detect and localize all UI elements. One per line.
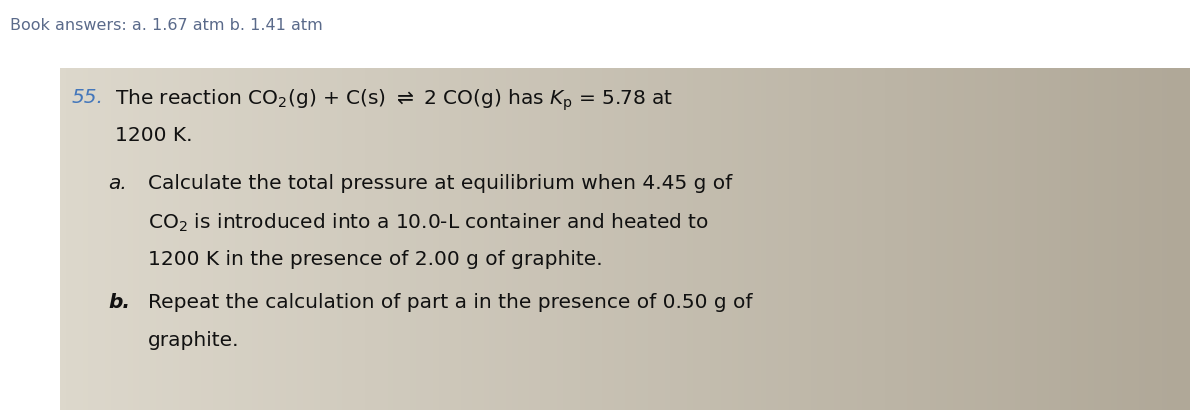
Text: graphite.: graphite. — [148, 331, 240, 350]
Text: 1200 K.: 1200 K. — [115, 126, 192, 145]
Text: Calculate the total pressure at equilibrium when 4.45 g of: Calculate the total pressure at equilibr… — [148, 174, 732, 193]
Text: CO$_2$ is introduced into a 10.0-L container and heated to: CO$_2$ is introduced into a 10.0-L conta… — [148, 212, 709, 234]
Text: Book answers: a. 1.67 atm b. 1.41 atm: Book answers: a. 1.67 atm b. 1.41 atm — [10, 18, 323, 33]
Text: The reaction CO$_2$(g) + C(s) $\rightleftharpoons$ 2 CO(g) has $K_\mathrm{p}$ = : The reaction CO$_2$(g) + C(s) $\rightlef… — [115, 88, 673, 114]
Text: Repeat the calculation of part a in the presence of 0.50 g of: Repeat the calculation of part a in the … — [148, 293, 752, 312]
Text: b.: b. — [108, 293, 130, 312]
Text: 55.: 55. — [72, 88, 104, 107]
Text: 1200 K in the presence of 2.00 g of graphite.: 1200 K in the presence of 2.00 g of grap… — [148, 250, 602, 269]
Text: a.: a. — [108, 174, 127, 193]
